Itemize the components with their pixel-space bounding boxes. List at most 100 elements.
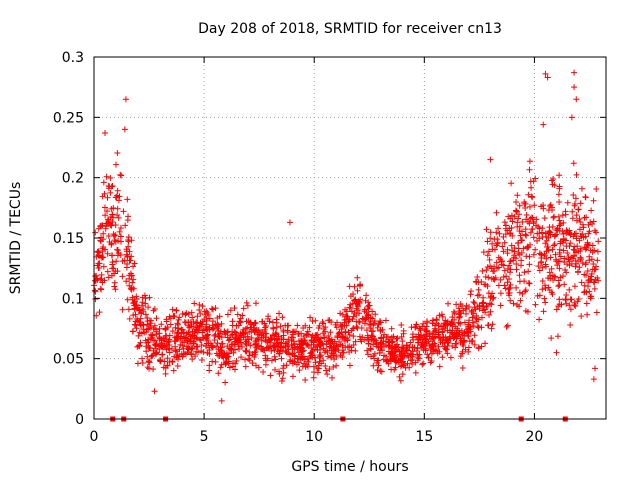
data-point [201,327,208,334]
data-point [371,350,378,357]
data-point [252,351,259,358]
data-point [522,288,529,295]
data-point [145,304,152,311]
data-point [160,364,167,371]
data-point [455,305,462,312]
data-point [107,189,114,196]
data-point [278,340,285,347]
data-point [423,328,430,335]
data-point [504,250,511,257]
data-point [594,257,601,264]
data-point [488,301,495,308]
data-point [245,355,252,362]
data-point [377,326,384,333]
data-point [364,347,371,354]
data-point [506,275,513,282]
data-point [365,305,372,312]
data-point [487,229,494,236]
data-point [574,243,581,250]
data-point [509,218,516,225]
data-point [284,339,291,346]
data-point [213,350,220,357]
data-point [92,296,99,303]
data-point [163,346,170,353]
data-point [474,274,481,281]
data-point [435,326,442,333]
chart-title: Day 208 of 2018, SRMTID for receiver cn1… [198,21,502,37]
data-point [169,328,176,335]
data-point [536,225,543,232]
data-point [232,366,239,373]
data-point [174,362,181,369]
data-point [382,317,389,324]
data-point [286,219,293,226]
data-point [351,297,358,304]
data-point [576,226,583,233]
data-point [299,340,306,347]
data-point [115,237,122,244]
data-point [594,274,601,281]
data-point [383,357,390,364]
data-point [353,323,360,330]
data-point [415,336,422,343]
data-point [454,325,461,332]
data-point [585,277,592,284]
data-point [349,300,356,307]
data-point [493,229,500,236]
data-point [92,288,99,295]
data-point [590,260,597,267]
data-point [591,279,598,286]
data-point [588,207,595,214]
data-point [584,268,591,275]
data-point [436,363,443,370]
data-point [506,269,513,276]
data-point [474,292,481,299]
data-point [525,191,532,198]
data-point [536,292,543,299]
data-point [204,326,211,333]
data-point [489,290,496,297]
data-point [576,237,583,244]
data-point [569,208,576,215]
data-point [555,258,562,265]
data-point [528,193,535,200]
data-point [388,334,395,341]
data-point [542,240,549,247]
data-point [144,364,151,371]
data-point [269,319,276,326]
data-point [560,231,567,238]
data-point [114,247,121,254]
y-tick-label: 0.2 [62,171,84,187]
data-point [556,199,563,206]
data-point [590,376,597,383]
data-point [242,363,249,370]
data-point [345,318,352,325]
data-point [356,333,363,340]
data-point [589,221,596,228]
data-point [182,334,189,341]
data-point [549,246,556,253]
data-point [374,324,381,331]
data-point [522,226,529,233]
data-point [568,114,575,121]
data-point [326,366,333,373]
data-point [591,285,598,292]
data-point [516,272,523,279]
data-point [339,349,346,356]
data-point [452,344,459,351]
data-point [223,358,230,365]
data-point [487,156,494,163]
data-point [91,287,98,294]
data-point [544,74,551,81]
data-point [459,365,466,372]
data-point [594,248,601,255]
data-point [447,335,454,342]
data-point [199,303,206,310]
data-point [572,230,579,237]
data-point [522,287,529,294]
data-point [233,331,240,338]
data-point [578,313,585,320]
data-point [174,330,181,337]
data-point [178,326,185,333]
data-point [329,338,336,345]
